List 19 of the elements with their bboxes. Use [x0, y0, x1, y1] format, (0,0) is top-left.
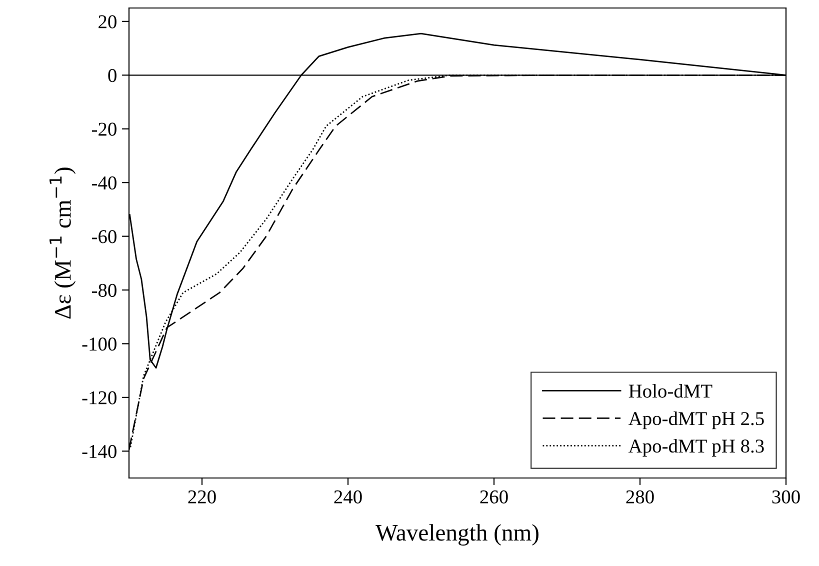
x-axis-title: Wavelength (nm) [376, 524, 538, 546]
legend-label: Holo-dMT [628, 384, 712, 398]
y-tick-label: -120 [82, 391, 116, 404]
x-tick-label: 280 [626, 490, 654, 504]
y-tick-label: 20 [98, 15, 116, 28]
x-tick-label: 300 [772, 490, 800, 504]
x-tick-label: 260 [480, 490, 508, 504]
y-axis-title: Δε (M$^{−1}$ cm$^{−1}$) [50, 168, 76, 319]
y-tick-label: 0 [108, 68, 116, 82]
y-tick-label: -80 [92, 284, 116, 297]
legend-label: Apo-dMT pH 2.5 [628, 412, 764, 430]
y-tick-label: -60 [92, 230, 116, 244]
x-tick-label: 220 [188, 490, 216, 504]
x-tick-label: 240 [334, 490, 362, 504]
y-tick-label: -100 [82, 338, 116, 351]
y-tick-label: -20 [92, 122, 116, 136]
legend-label: Apo-dMT pH 8.3 [628, 438, 764, 457]
y-tick-label: -140 [82, 444, 116, 458]
y-tick-label: -40 [92, 176, 116, 190]
